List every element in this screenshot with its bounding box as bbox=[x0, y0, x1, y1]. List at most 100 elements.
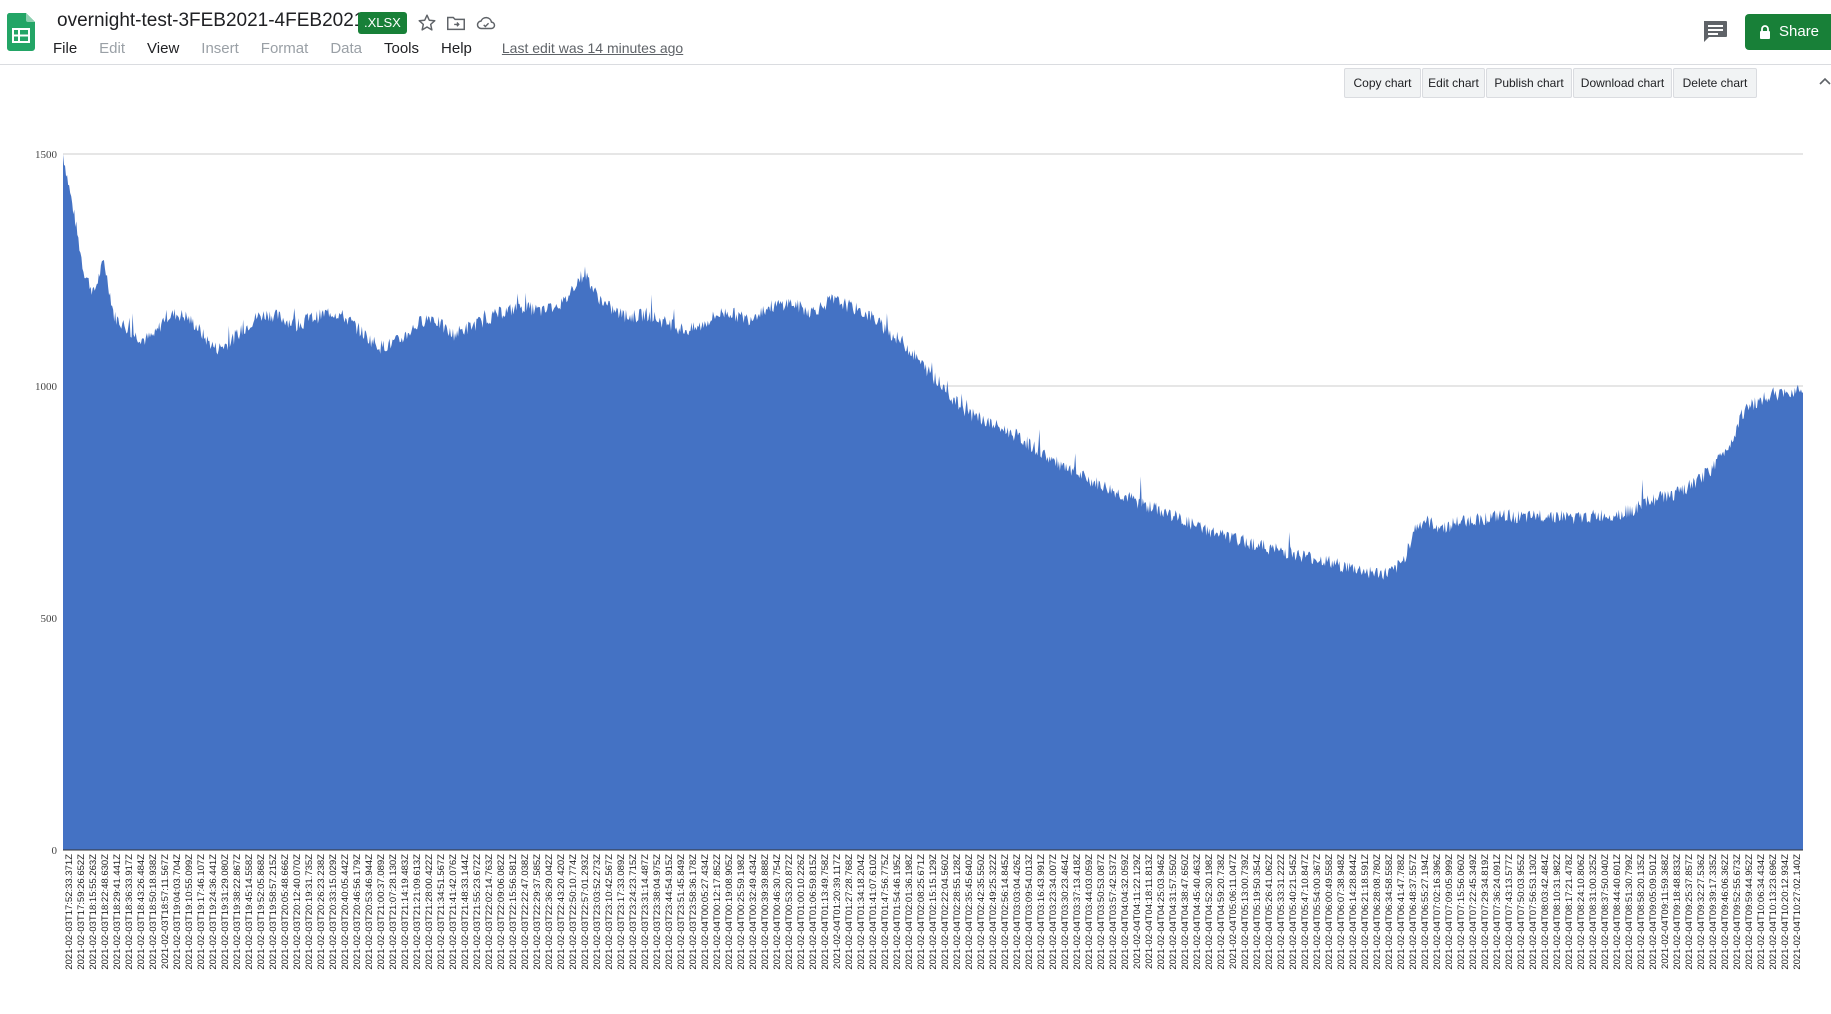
x-tick-label: 2021-02-03T18:29:41.441Z bbox=[112, 854, 123, 970]
x-tick-label: 2021-02-04T00:25:59.198Z bbox=[736, 854, 747, 970]
x-tick-label: 2021-02-04T02:49:25.322Z bbox=[988, 854, 999, 970]
x-tick-label: 2021-02-04T01:00:10.226Z bbox=[796, 854, 807, 970]
x-tick-label: 2021-02-03T22:36:29.042Z bbox=[544, 854, 555, 970]
x-tick-label: 2021-02-03T19:24:36.441Z bbox=[208, 854, 219, 970]
copy-chart-button[interactable]: Copy chart bbox=[1344, 68, 1421, 98]
menu-insert[interactable]: Insert bbox=[197, 38, 243, 59]
x-tick-label: 2021-02-04T03:23:34.007Z bbox=[1048, 854, 1059, 970]
x-tick-label: 2021-02-04T07:50:03.955Z bbox=[1516, 854, 1527, 970]
star-icon[interactable] bbox=[416, 12, 438, 34]
x-tick-label: 2021-02-04T01:20:39.117Z bbox=[832, 854, 843, 969]
menu-format[interactable]: Format bbox=[257, 38, 313, 59]
x-tick-label: 2021-02-03T22:50:10.774Z bbox=[568, 854, 579, 970]
x-tick-label: 2021-02-03T22:02:14.763Z bbox=[484, 854, 495, 970]
x-tick-label: 2021-02-04T08:51:30.799Z bbox=[1624, 854, 1635, 970]
y-tick-label: 1000 bbox=[35, 381, 58, 393]
edit-chart-button[interactable]: Edit chart bbox=[1422, 68, 1485, 98]
x-tick-label: 2021-02-04T08:17:21.478Z bbox=[1564, 854, 1575, 970]
share-button[interactable]: Share bbox=[1745, 14, 1831, 50]
document-title[interactable]: overnight-test-3FEB2021-4FEB2021 bbox=[57, 10, 364, 32]
x-tick-label: 2021-02-03T23:58:36.178Z bbox=[688, 854, 699, 970]
x-tick-label: 2021-02-03T18:15:55.263Z bbox=[88, 854, 99, 970]
comment-icon[interactable] bbox=[1700, 18, 1730, 44]
y-tick-label: 0 bbox=[52, 845, 58, 857]
x-tick-label: 2021-02-04T02:01:36.198Z bbox=[904, 854, 915, 970]
x-tick-label: 2021-02-03T19:45:14.558Z bbox=[244, 854, 255, 970]
publish-chart-button[interactable]: Publish chart bbox=[1486, 68, 1572, 98]
x-tick-label: 2021-02-04T03:57:42.537Z bbox=[1108, 854, 1119, 970]
x-tick-label: 2021-02-04T06:34:58.558Z bbox=[1384, 854, 1395, 970]
x-tick-label: 2021-02-03T21:55:23.672Z bbox=[472, 854, 483, 970]
sheets-logo-icon[interactable] bbox=[7, 13, 35, 51]
x-tick-label: 2021-02-04T01:41:07.610Z bbox=[868, 854, 879, 970]
x-tick-label: 2021-02-04T08:10:31.982Z bbox=[1552, 854, 1563, 970]
x-tick-label: 2021-02-04T08:31:00.325Z bbox=[1588, 854, 1599, 970]
x-tick-label: 2021-02-03T17:59:26.652Z bbox=[76, 854, 87, 970]
x-tick-label: 2021-02-04T10:06:34.434Z bbox=[1756, 854, 1767, 970]
x-tick-label: 2021-02-04T05:26:41.062Z bbox=[1264, 854, 1275, 970]
menu-bar: File Edit View Insert Format Data Tools Help Las… bbox=[49, 38, 683, 60]
x-tick-label: 2021-02-04T06:55:27.194Z bbox=[1420, 854, 1431, 970]
x-tick-label: 2021-02-04T06:28:08.780Z bbox=[1372, 854, 1383, 970]
x-tick-label: 2021-02-04T09:05:09.501Z bbox=[1648, 854, 1659, 970]
x-tick-label: 2021-02-04T10:20:12.934Z bbox=[1780, 854, 1791, 970]
download-chart-button[interactable]: Download chart bbox=[1573, 68, 1672, 98]
x-tick-label: 2021-02-04T08:44:40.601Z bbox=[1612, 854, 1623, 970]
x-tick-label: 2021-02-04T01:54:46.195Z bbox=[892, 854, 903, 970]
x-tick-label: 2021-02-04T04:25:03.946Z bbox=[1156, 854, 1167, 970]
x-tick-label: 2021-02-04T04:52:30.198Z bbox=[1204, 854, 1215, 970]
x-tick-label: 2021-02-04T02:22:04.560Z bbox=[940, 854, 951, 970]
x-tick-label: 2021-02-03T23:17:33.089Z bbox=[616, 854, 627, 970]
last-edit-link[interactable]: Last edit was 14 minutes ago bbox=[502, 40, 683, 56]
menu-view[interactable]: View bbox=[143, 38, 183, 59]
delete-chart-button[interactable]: Delete chart bbox=[1673, 68, 1757, 98]
cloud-status-icon[interactable] bbox=[475, 12, 497, 34]
file-type-badge: .XLSX bbox=[358, 12, 407, 34]
x-tick-label: 2021-02-04T08:58:20.135Z bbox=[1636, 854, 1647, 970]
x-tick-label: 2021-02-04T05:13:00.739Z bbox=[1240, 854, 1251, 970]
x-tick-label: 2021-02-04T06:14:28.844Z bbox=[1348, 854, 1359, 970]
x-tick-label: 2021-02-03T21:00:37.089Z bbox=[376, 854, 387, 970]
x-tick-label: 2021-02-03T20:26:23.238Z bbox=[316, 854, 327, 970]
x-tick-label: 2021-02-04T03:30:23.464Z bbox=[1060, 854, 1071, 970]
x-tick-label: 2021-02-03T18:50:18.938Z bbox=[148, 854, 159, 970]
x-tick-label: 2021-02-04T07:43:13.577Z bbox=[1504, 854, 1515, 970]
x-tick-label: 2021-02-03T20:12:40.070Z bbox=[292, 854, 303, 970]
x-tick-label: 2021-02-03T21:41:42.076Z bbox=[448, 854, 459, 970]
x-tick-label: 2021-02-04T08:37:50.040Z bbox=[1600, 854, 1611, 970]
menu-help[interactable]: Help bbox=[437, 38, 476, 59]
x-tick-label: 2021-02-04T05:33:31.222Z bbox=[1276, 854, 1287, 970]
x-tick-label: 2021-02-03T23:24:23.715Z bbox=[628, 854, 639, 970]
x-tick-label: 2021-02-03T17:52:33.371Z bbox=[64, 854, 75, 970]
x-tick-label: 2021-02-04T01:34:18.204Z bbox=[856, 854, 867, 970]
x-tick-label: 2021-02-03T21:07:28.130Z bbox=[388, 854, 399, 970]
x-tick-label: 2021-02-04T05:06:11.047Z bbox=[1228, 854, 1239, 969]
menu-data[interactable]: Data bbox=[326, 38, 366, 59]
x-tick-label: 2021-02-04T07:56:53.130Z bbox=[1528, 854, 1539, 970]
x-tick-label: 2021-02-03T21:28:00.422Z bbox=[424, 854, 435, 970]
x-tick-label: 2021-02-04T04:45:40.463Z bbox=[1192, 854, 1203, 970]
x-tick-label: 2021-02-03T20:19:31.735Z bbox=[304, 854, 315, 970]
x-tick-label: 2021-02-04T09:25:37.857Z bbox=[1684, 854, 1695, 970]
menu-edit[interactable]: Edit bbox=[95, 38, 129, 59]
x-tick-label: 2021-02-03T20:40:05.442Z bbox=[340, 854, 351, 970]
x-tick-label: 2021-02-04T02:42:35.550Z bbox=[976, 854, 987, 970]
collapse-toolbar-icon[interactable] bbox=[1818, 74, 1831, 88]
x-tick-label: 2021-02-04T03:37:13.418Z bbox=[1072, 854, 1083, 970]
x-tick-label: 2021-02-04T06:48:37.557Z bbox=[1408, 854, 1419, 970]
move-to-folder-icon[interactable] bbox=[445, 12, 467, 34]
menu-file[interactable]: File bbox=[49, 38, 81, 59]
x-tick-label: 2021-02-04T02:28:55.128Z bbox=[952, 854, 963, 970]
x-tick-label: 2021-02-04T02:35:45.640Z bbox=[964, 854, 975, 970]
x-tick-label: 2021-02-03T19:04:03.704Z bbox=[172, 854, 183, 970]
x-tick-label: 2021-02-04T07:22:45.349Z bbox=[1468, 854, 1479, 970]
menu-tools[interactable]: Tools bbox=[380, 38, 423, 59]
series-area bbox=[63, 154, 1803, 850]
x-tick-label: 2021-02-03T23:38:04.975Z bbox=[652, 854, 663, 970]
x-tick-label: 2021-02-04T03:50:53.087Z bbox=[1096, 854, 1107, 970]
x-tick-label: 2021-02-03T20:46:56.179Z bbox=[352, 854, 363, 970]
x-tick-label: 2021-02-04T03:03:04.426Z bbox=[1012, 854, 1023, 970]
x-tick-label: 2021-02-04T00:19:08.905Z bbox=[724, 854, 735, 970]
x-tick-label: 2021-02-04T07:36:24.091Z bbox=[1492, 854, 1503, 970]
lock-icon bbox=[1759, 25, 1771, 39]
